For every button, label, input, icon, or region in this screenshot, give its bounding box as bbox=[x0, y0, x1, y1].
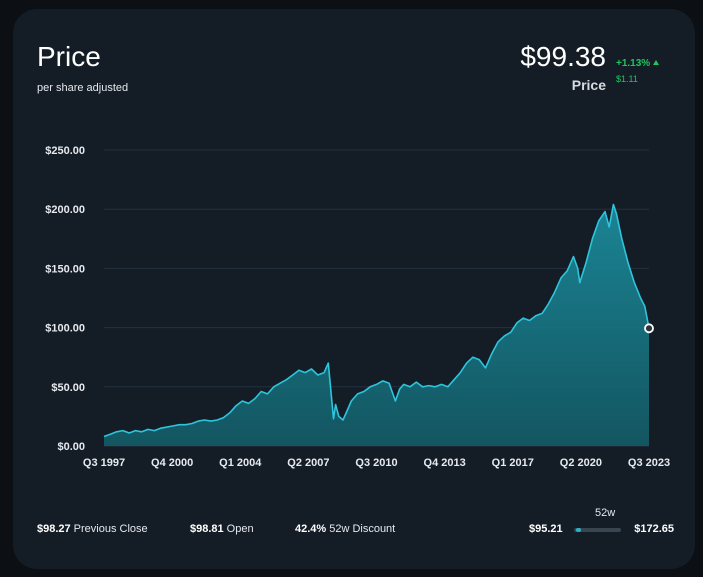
price-card: Price per share adjusted $99.38 Price +1… bbox=[13, 9, 695, 569]
discount-value: 42.4% bbox=[295, 523, 327, 535]
y-axis-ticks: $0.00 $50.00 $100.00 $150.00 $200.00 $250.00 bbox=[45, 145, 85, 453]
x-tick-label: Q4 2000 bbox=[151, 457, 193, 469]
chart-title: Price bbox=[37, 41, 101, 72]
x-tick-label: Q1 2017 bbox=[492, 457, 534, 469]
open-value: $98.81 bbox=[190, 523, 224, 535]
change-percent: +1.13% bbox=[616, 58, 660, 69]
x-tick-label: Q2 2007 bbox=[287, 457, 329, 469]
52w-range-marker bbox=[576, 528, 581, 532]
change-percent-value: +1.13% bbox=[616, 58, 651, 69]
x-tick-label: Q3 2010 bbox=[355, 457, 397, 469]
price-series bbox=[103, 203, 654, 446]
52w-range-title: 52w bbox=[595, 507, 616, 519]
52w-low: $95.21 bbox=[529, 523, 563, 535]
chart-subtitle: per share adjusted bbox=[37, 82, 129, 94]
x-tick-label: Q2 2020 bbox=[560, 457, 602, 469]
x-tick-label: Q1 2004 bbox=[219, 457, 262, 469]
y-tick-label: $200.00 bbox=[45, 204, 85, 216]
price-line bbox=[103, 203, 650, 438]
x-tick-label: Q4 2013 bbox=[424, 457, 466, 469]
price-area bbox=[104, 204, 649, 446]
discount-label: 52w Discount bbox=[329, 523, 396, 535]
52w-range: 52w $95.21 $172.65 bbox=[529, 507, 674, 547]
change-absolute: $1.11 bbox=[616, 74, 638, 84]
52w-high: $172.65 bbox=[634, 523, 674, 535]
y-tick-label: $100.00 bbox=[45, 323, 85, 335]
y-tick-label: $150.00 bbox=[45, 263, 85, 275]
current-price: $99.38 bbox=[520, 41, 606, 72]
price-label: Price bbox=[571, 77, 606, 93]
price-chart[interactable]: $0.00$50.00$100.00$150.00$200.00$250.00 … bbox=[13, 9, 695, 489]
x-tick-label: Q3 2023 bbox=[628, 457, 670, 469]
current-price-point bbox=[644, 323, 654, 334]
52w-range-bar bbox=[574, 528, 621, 532]
previous-close-stat: $98.27 Previous Close bbox=[37, 523, 148, 535]
open-stat: $98.81 Open bbox=[190, 523, 254, 535]
x-tick-label: Q3 1997 bbox=[83, 457, 125, 469]
y-tick-label: $50.00 bbox=[51, 382, 85, 394]
open-label: Open bbox=[226, 523, 254, 535]
y-tick-label: $250.00 bbox=[45, 145, 85, 157]
x-axis-ticks: Q3 1997 Q4 2000 Q1 2004 Q2 2007 Q3 2010 Q4 20… bbox=[83, 457, 670, 469]
previous-close-value: $98.27 bbox=[37, 523, 71, 535]
discount-stat: 42.4% 52w Discount bbox=[295, 523, 395, 535]
up-arrow-icon bbox=[653, 60, 660, 65]
previous-close-label: Previous Close bbox=[73, 523, 148, 535]
y-tick-label: $0.00 bbox=[57, 441, 85, 453]
